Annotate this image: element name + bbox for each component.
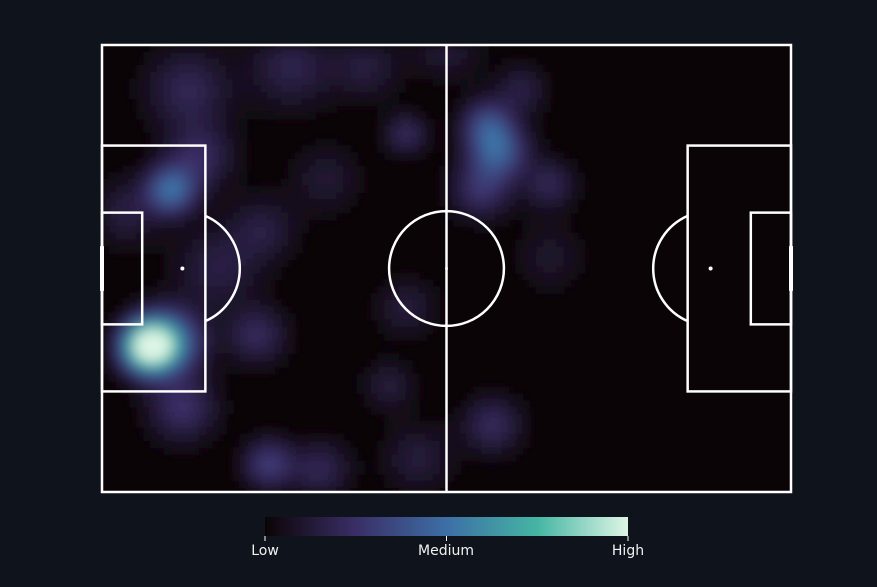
colorbar-gradient	[265, 517, 628, 536]
right-goal	[789, 246, 793, 291]
right-penalty-spot	[708, 266, 713, 271]
left-penalty-arc	[204, 214, 242, 323]
heatmap-cells	[102, 45, 585, 492]
colorbar	[264, 517, 629, 541]
left-penalty-spot	[180, 266, 185, 271]
center-spot	[445, 267, 448, 270]
colorbar-tick-high: High	[611, 543, 645, 559]
colorbar-tick-medium: Medium	[418, 543, 474, 559]
center-circle	[387, 209, 506, 328]
right-penalty-arc	[651, 214, 689, 323]
colorbar-tick-low: Low	[251, 543, 279, 559]
left-goal	[100, 246, 104, 291]
heatmap-layer	[102, 45, 585, 492]
pitch-markings	[100, 43, 793, 494]
